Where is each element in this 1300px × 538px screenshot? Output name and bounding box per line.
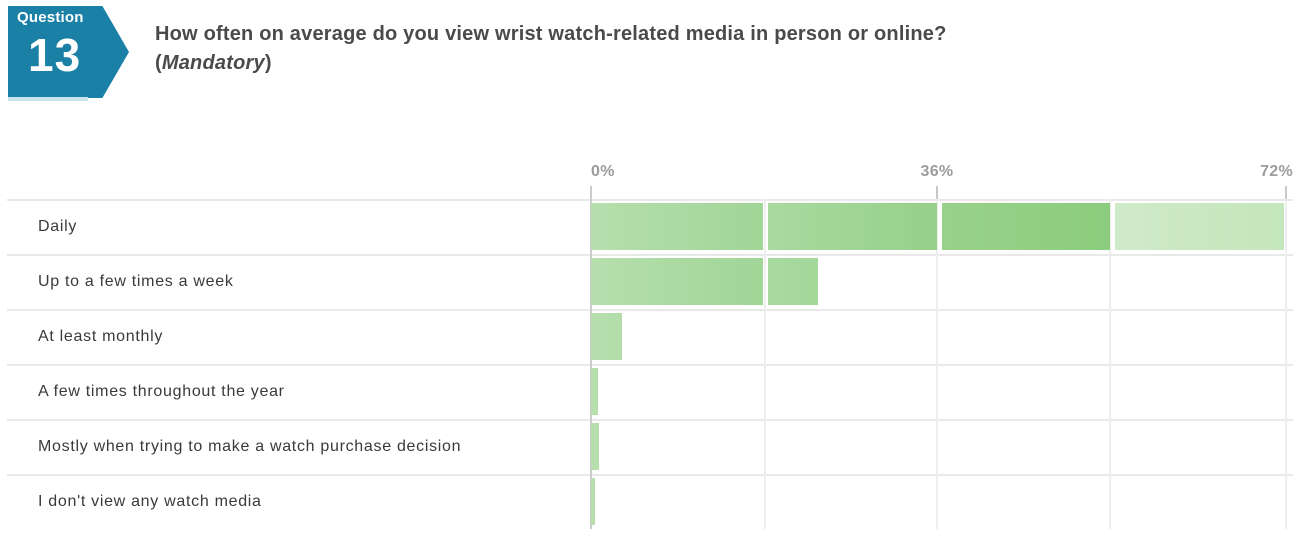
question-badge: Question 13 xyxy=(8,6,129,98)
axis-tick-mark-36 xyxy=(936,186,938,199)
question-badge-label: Question xyxy=(17,9,84,26)
chart-row: At least monthly xyxy=(0,309,1300,364)
bar-segment xyxy=(591,423,599,470)
bar xyxy=(591,478,1286,525)
row-divider xyxy=(7,474,1293,476)
gridline-72pct xyxy=(1285,199,1287,529)
row-divider xyxy=(7,364,1293,366)
bar-segment xyxy=(767,203,937,250)
bar xyxy=(591,203,1286,250)
row-label: At least monthly xyxy=(38,328,164,345)
mandatory-label: Mandatory xyxy=(161,52,265,74)
row-divider xyxy=(7,419,1293,421)
chart-row: Daily xyxy=(0,199,1300,254)
bar-segment xyxy=(591,368,598,415)
paren-close: ) xyxy=(264,52,272,74)
frequency-bar-chart: 0% 36% 72% Daily Up to a few times a week… xyxy=(0,163,1300,538)
axis-tick-label-0: 0% xyxy=(591,163,615,180)
question-title: How often on average do you view wrist w… xyxy=(155,23,947,45)
chart-row: A few times throughout the year xyxy=(0,364,1300,419)
bar-segment xyxy=(591,313,622,360)
axis-tick-mark-72 xyxy=(1285,186,1287,199)
row-divider xyxy=(7,254,1293,256)
row-label: Mostly when trying to make a watch purch… xyxy=(38,438,462,455)
bar xyxy=(591,313,1286,360)
axis-tick-label-72: 72% xyxy=(1260,163,1293,180)
paren-open: ( xyxy=(155,52,162,74)
bar-segment xyxy=(767,258,818,305)
question-badge-number: 13 xyxy=(28,29,82,81)
row-label: A few times throughout the year xyxy=(38,383,285,400)
row-divider xyxy=(7,309,1293,311)
row-label: I don't view any watch media xyxy=(38,493,262,510)
bar-segment xyxy=(591,478,595,525)
table-top-border xyxy=(7,199,1293,201)
bar-segment xyxy=(591,258,763,305)
bar-segment xyxy=(591,203,763,250)
gridline-36pct xyxy=(936,199,938,529)
gridline-54pct xyxy=(1109,199,1111,529)
bar xyxy=(591,423,1286,470)
chart-row: Mostly when trying to make a watch purch… xyxy=(0,419,1300,474)
question-badge-bottom-edge xyxy=(8,97,88,101)
bar xyxy=(591,368,1286,415)
bar-segment xyxy=(941,203,1111,250)
bar-segment xyxy=(1115,203,1284,250)
axis-tick-label-36: 36% xyxy=(920,163,954,180)
chart-row: Up to a few times a week xyxy=(0,254,1300,309)
row-label: Up to a few times a week xyxy=(38,273,234,290)
question-title-block: How often on average do you view wrist w… xyxy=(155,20,1235,78)
chart-row: I don't view any watch media xyxy=(0,474,1300,529)
bar xyxy=(591,258,1286,305)
question-mandatory: (Mandatory) xyxy=(155,49,1235,78)
row-label: Daily xyxy=(38,218,78,235)
gridline-18pct xyxy=(764,199,766,529)
